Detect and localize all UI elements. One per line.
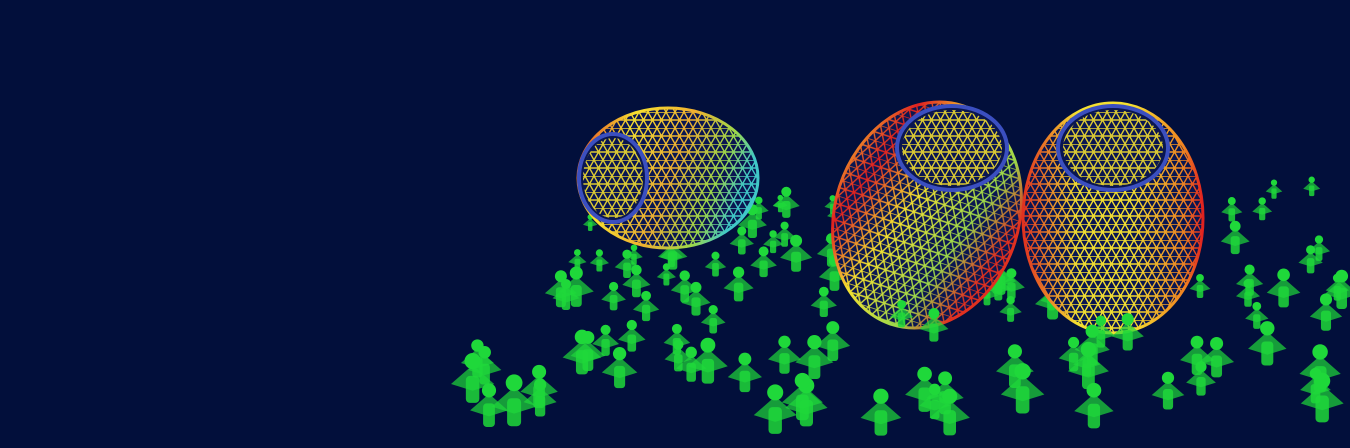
green-figure <box>570 330 606 371</box>
green-figure <box>1307 235 1331 261</box>
green-figure <box>1266 268 1301 308</box>
green-figure <box>905 366 945 412</box>
green-figure <box>996 344 1034 388</box>
green-figure <box>700 304 726 334</box>
green-figure <box>1074 382 1114 429</box>
green-figure <box>773 221 796 247</box>
green-figure <box>860 388 902 436</box>
green-figure <box>763 230 784 254</box>
green-figure <box>810 286 837 318</box>
green-figure <box>614 249 640 279</box>
green-figure <box>618 319 646 352</box>
green-figure <box>632 290 660 322</box>
green-figure <box>592 324 620 356</box>
green-figure <box>999 296 1022 322</box>
green-figure <box>1151 371 1185 410</box>
green-figure <box>523 378 557 417</box>
green-figure <box>772 194 788 213</box>
green-figure <box>704 251 727 277</box>
green-figure <box>1221 197 1243 222</box>
green-figure <box>470 383 508 427</box>
green-figure <box>795 334 834 380</box>
green-figure <box>781 372 823 421</box>
figures-front-layer <box>451 176 1350 436</box>
green-figure <box>468 346 502 385</box>
green-figure <box>1248 321 1287 366</box>
green-figure <box>997 268 1025 300</box>
green-figure <box>589 249 609 272</box>
green-figure <box>583 214 598 231</box>
green-figure <box>729 226 754 255</box>
green-figure <box>1111 313 1144 351</box>
green-figure <box>815 321 851 362</box>
green-figure <box>889 299 914 328</box>
green-figure <box>1252 197 1273 221</box>
green-figure <box>1220 220 1250 255</box>
green-figure <box>748 196 769 220</box>
green-figure <box>750 246 777 278</box>
green-figure <box>1309 293 1343 331</box>
vessel-middle <box>831 100 1023 330</box>
green-figure <box>929 388 970 436</box>
green-figure <box>1086 315 1115 348</box>
green-figure <box>681 281 711 316</box>
green-figure <box>1236 264 1264 296</box>
green-figure <box>919 308 949 342</box>
green-figure <box>1324 269 1350 309</box>
green-figure <box>676 346 707 382</box>
green-figure <box>1189 273 1211 298</box>
green-figure <box>568 249 587 271</box>
green-figure <box>1199 336 1235 378</box>
green-figure <box>723 266 754 302</box>
green-figure <box>601 281 626 311</box>
vessel-left <box>576 106 760 250</box>
green-figure <box>1245 301 1269 329</box>
green-figure <box>780 234 813 272</box>
green-figure <box>1299 344 1341 392</box>
green-figure <box>601 347 638 389</box>
green-figure <box>768 335 801 374</box>
green-figure <box>727 352 763 393</box>
green-figure <box>753 384 797 434</box>
green-figure <box>1073 344 1101 377</box>
vessel-right <box>1021 101 1205 335</box>
green-figure <box>544 270 577 308</box>
green-figure <box>1303 176 1321 197</box>
green-figure <box>622 264 651 298</box>
green-figure <box>1265 179 1283 199</box>
